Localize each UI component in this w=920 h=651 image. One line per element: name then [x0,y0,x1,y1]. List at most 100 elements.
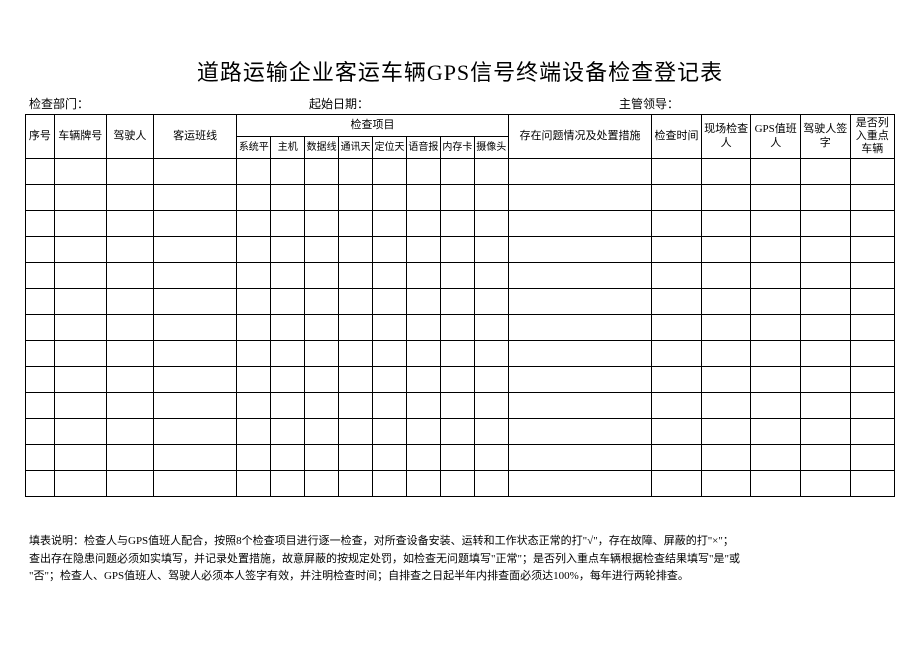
cell [305,263,339,289]
meta-date: 起始日期： [309,95,609,112]
cell [373,471,407,497]
cell [339,315,373,341]
cell [106,471,153,497]
cell [440,185,474,211]
cell [701,419,751,445]
cell [508,263,652,289]
cell [26,471,55,497]
cell [26,445,55,471]
cell [106,419,153,445]
table-row [26,419,895,445]
cell [652,341,702,367]
cell [339,211,373,237]
cell [652,419,702,445]
meta-row: 检查部门： 起始日期： 主管领导： [25,95,895,112]
cell [153,315,237,341]
cell [751,315,801,341]
col-check-item: 摄像头 [474,137,508,159]
cell [701,471,751,497]
cell [508,211,652,237]
cell [474,341,508,367]
col-check-item: 主机 [271,137,305,159]
cell [800,289,850,315]
cell [26,393,55,419]
cell [701,315,751,341]
cell [237,237,271,263]
cell [751,341,801,367]
cell [305,237,339,263]
cell [106,341,153,367]
cell [271,445,305,471]
cell [26,185,55,211]
cell [508,315,652,341]
cell [800,419,850,445]
cell [237,185,271,211]
cell [106,159,153,185]
col-check-item: 定位天 [373,137,407,159]
cell [440,237,474,263]
cell [800,263,850,289]
cell [271,367,305,393]
cell [508,159,652,185]
table-row [26,263,895,289]
cell [652,263,702,289]
cell [751,393,801,419]
cell [751,237,801,263]
cell [751,159,801,185]
cell [106,289,153,315]
notes-line: "否"；检查人、GPS值班人、驾驶人必须本人签字有效，并注明检查时间；自排查之日… [29,568,891,586]
cell [850,185,894,211]
cell [339,263,373,289]
cell [701,367,751,393]
cell [271,393,305,419]
cell [850,419,894,445]
cell [850,341,894,367]
cell [153,471,237,497]
cell [305,419,339,445]
page-title: 道路运输企业客运车辆GPS信号终端设备检查登记表 [25,55,895,87]
cell [474,159,508,185]
col-key-vehicle: 是否列入重点车辆 [850,115,894,159]
cell [850,159,894,185]
table-row [26,159,895,185]
cell [271,211,305,237]
cell [153,445,237,471]
cell [106,445,153,471]
cell [440,341,474,367]
cell [106,237,153,263]
cell [153,341,237,367]
cell [701,159,751,185]
col-seq: 序号 [26,115,55,159]
cell [54,185,106,211]
cell [474,237,508,263]
table-row [26,289,895,315]
cell [751,445,801,471]
cell [237,367,271,393]
cell [474,263,508,289]
cell [373,315,407,341]
cell [271,341,305,367]
inspection-table: 序号 车辆牌号 驾驶人 客运班线 检查项目 存在问题情况及处置措施 检查时间 现… [25,114,895,497]
cell [373,185,407,211]
cell [850,367,894,393]
cell [339,471,373,497]
cell [440,315,474,341]
cell [237,341,271,367]
cell [508,471,652,497]
cell [305,393,339,419]
cell [652,289,702,315]
cell [701,393,751,419]
cell [271,419,305,445]
cell [373,341,407,367]
cell [271,471,305,497]
cell [440,159,474,185]
cell [850,471,894,497]
cell [800,471,850,497]
cell [652,445,702,471]
cell [474,445,508,471]
cell [850,315,894,341]
cell [440,445,474,471]
cell [508,185,652,211]
cell [305,471,339,497]
cell [850,393,894,419]
